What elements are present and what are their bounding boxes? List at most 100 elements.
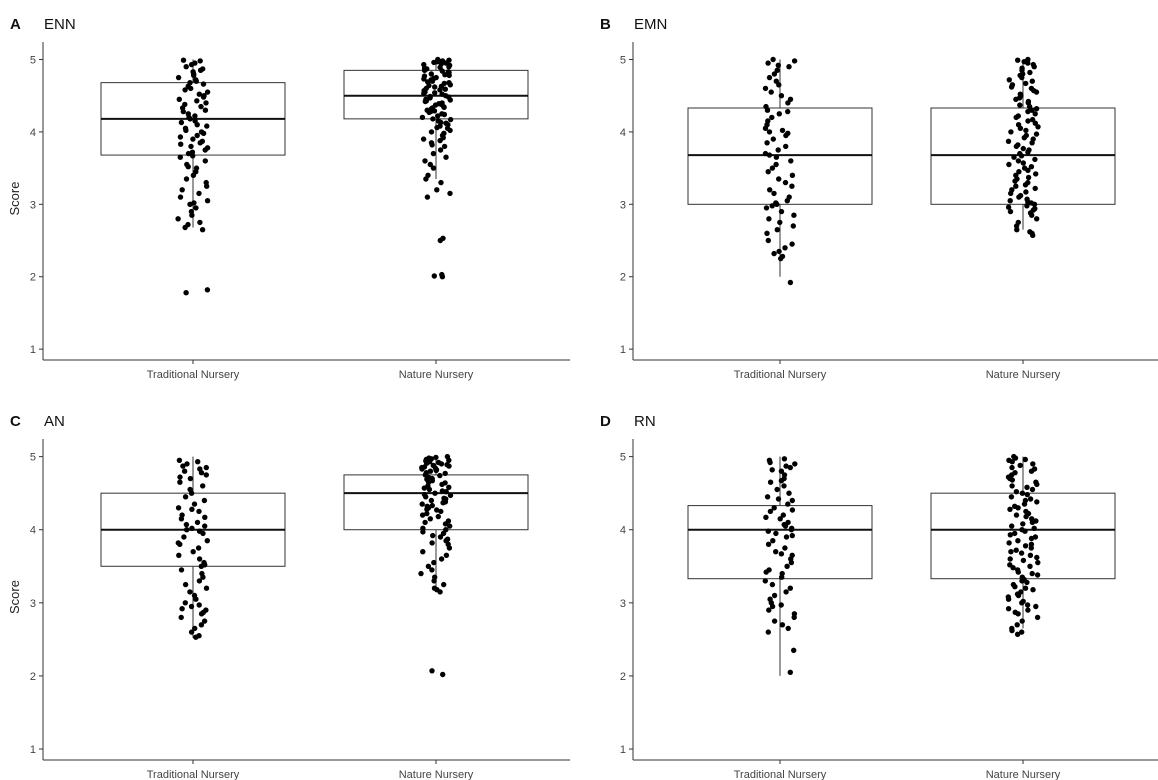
data-point bbox=[441, 111, 448, 118]
data-point bbox=[440, 500, 446, 506]
y-tick-label: 2 bbox=[30, 671, 36, 683]
data-point bbox=[786, 63, 792, 70]
data-point bbox=[1034, 499, 1040, 505]
data-point bbox=[1025, 174, 1032, 181]
data-point bbox=[183, 290, 189, 296]
data-point bbox=[789, 172, 796, 178]
data-point bbox=[1032, 111, 1038, 117]
panel-title: EMN bbox=[634, 16, 667, 33]
data-point bbox=[182, 87, 188, 93]
data-point bbox=[1027, 496, 1034, 502]
data-point bbox=[438, 508, 444, 515]
data-point bbox=[783, 463, 789, 469]
data-point bbox=[428, 129, 435, 135]
data-point bbox=[775, 496, 782, 502]
data-point bbox=[188, 61, 195, 68]
data-point bbox=[426, 109, 432, 116]
data-point bbox=[782, 545, 788, 551]
data-point bbox=[1012, 455, 1019, 461]
data-point bbox=[429, 78, 436, 84]
data-point bbox=[769, 467, 775, 473]
data-point bbox=[1033, 106, 1040, 112]
data-point bbox=[770, 136, 776, 142]
data-point bbox=[1015, 569, 1021, 575]
data-point bbox=[180, 463, 186, 469]
data-point bbox=[768, 89, 774, 95]
data-point bbox=[1033, 171, 1039, 177]
data-point bbox=[1033, 603, 1039, 610]
data-point bbox=[1029, 570, 1035, 577]
data-point bbox=[1016, 169, 1022, 175]
data-point bbox=[1034, 572, 1041, 578]
data-point bbox=[1007, 208, 1014, 215]
data-point bbox=[776, 176, 782, 182]
data-point bbox=[784, 198, 790, 204]
data-point bbox=[176, 457, 183, 463]
data-point bbox=[778, 602, 784, 608]
data-point bbox=[1005, 138, 1012, 144]
data-point bbox=[1022, 80, 1029, 87]
y-tick-label: 1 bbox=[620, 744, 626, 756]
data-point bbox=[785, 108, 791, 115]
data-point bbox=[430, 150, 437, 157]
data-point bbox=[427, 95, 433, 101]
data-point bbox=[419, 466, 425, 472]
data-point bbox=[773, 161, 779, 168]
data-point bbox=[424, 510, 430, 517]
data-point bbox=[1016, 194, 1022, 200]
data-point bbox=[1033, 89, 1040, 95]
data-point bbox=[762, 578, 768, 584]
data-point bbox=[1008, 494, 1015, 500]
data-point bbox=[779, 127, 786, 134]
data-point bbox=[784, 563, 790, 569]
data-point bbox=[1030, 587, 1036, 593]
data-point bbox=[188, 490, 195, 496]
data-point bbox=[431, 59, 437, 66]
data-point bbox=[1029, 212, 1035, 218]
data-point bbox=[787, 669, 793, 675]
data-point bbox=[1034, 614, 1041, 621]
data-point bbox=[203, 464, 209, 471]
data-point bbox=[1005, 606, 1012, 612]
data-point bbox=[1029, 519, 1036, 526]
data-point bbox=[421, 90, 427, 97]
iqr-box bbox=[687, 107, 873, 205]
data-point bbox=[1025, 167, 1031, 173]
data-point bbox=[1020, 557, 1027, 564]
data-point bbox=[188, 143, 194, 150]
data-point bbox=[771, 71, 778, 77]
data-point bbox=[769, 203, 775, 209]
data-point bbox=[1028, 535, 1035, 542]
data-point bbox=[443, 552, 450, 558]
data-point bbox=[766, 216, 772, 222]
data-point bbox=[184, 527, 190, 533]
data-point bbox=[1005, 204, 1012, 210]
data-point bbox=[783, 132, 789, 139]
data-point bbox=[447, 97, 453, 103]
data-point bbox=[201, 497, 208, 504]
y-tick-label: 1 bbox=[620, 344, 626, 356]
data-point bbox=[188, 629, 195, 635]
data-point bbox=[763, 514, 769, 520]
data-point bbox=[785, 501, 791, 507]
data-point bbox=[1014, 227, 1020, 233]
data-point bbox=[1007, 532, 1013, 538]
data-point bbox=[1028, 468, 1035, 474]
y-tick-label: 4 bbox=[30, 127, 36, 139]
data-point bbox=[766, 129, 773, 135]
data-point bbox=[196, 602, 202, 608]
data-point bbox=[443, 489, 449, 495]
data-point bbox=[422, 519, 428, 526]
data-point bbox=[196, 190, 202, 197]
data-point bbox=[778, 93, 785, 99]
data-point bbox=[435, 513, 441, 520]
data-point bbox=[775, 147, 781, 153]
data-point bbox=[782, 179, 789, 186]
data-point bbox=[442, 521, 449, 527]
data-point bbox=[763, 569, 769, 575]
data-point bbox=[1025, 118, 1031, 124]
data-point bbox=[765, 629, 771, 635]
data-point bbox=[424, 506, 430, 512]
data-point bbox=[1031, 525, 1037, 531]
data-point bbox=[441, 104, 447, 111]
